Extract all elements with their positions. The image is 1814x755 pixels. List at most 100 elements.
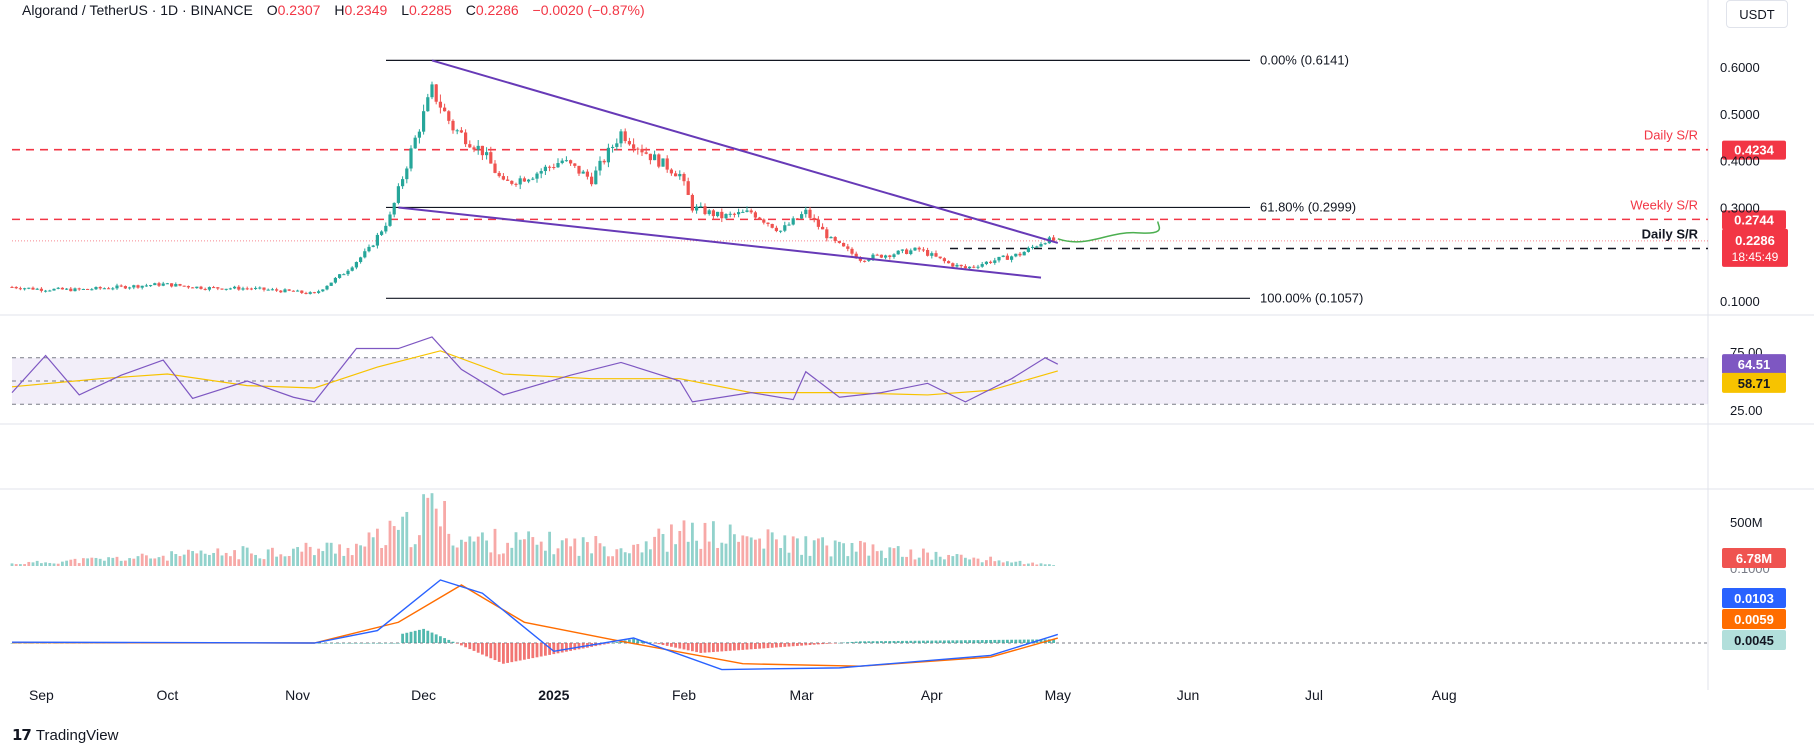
volume-bar [506, 542, 509, 566]
volume-bar [392, 526, 396, 566]
candle-body [1043, 243, 1047, 245]
volume-bar [846, 556, 850, 566]
volume-bar [951, 556, 955, 566]
volume-bar [86, 558, 89, 566]
candle-body [594, 170, 598, 185]
volume-bar [124, 560, 127, 566]
candle-body [27, 287, 31, 289]
candle-body [913, 247, 917, 251]
volume-bar [573, 538, 577, 566]
high-value: 0.2349 [344, 2, 388, 18]
chart-header: Algorand / TetherUS · 1D · BINANCE O0.23… [22, 2, 645, 18]
volume-bar [1010, 562, 1013, 566]
volume-bar [766, 529, 770, 566]
macd-hist-bar [901, 640, 904, 643]
volume-bar [157, 557, 161, 566]
candle-body [401, 179, 405, 187]
candle-body [1031, 246, 1035, 248]
candle-body [426, 97, 430, 112]
volume-bar [14, 564, 18, 566]
candle-body [480, 145, 484, 156]
volume-bar [397, 529, 400, 566]
macd-hist-bar [615, 642, 619, 643]
macd-hist-bar [380, 643, 383, 644]
macd-hist-bar [556, 643, 560, 654]
volume-bar [338, 544, 341, 566]
last-price-badge [1722, 228, 1788, 267]
volume-bar [955, 554, 959, 566]
candle-body [653, 154, 657, 161]
volume-bar [401, 516, 404, 566]
volume-bar [657, 528, 661, 566]
candle-body [182, 285, 186, 287]
tradingview-logo[interactable]: 𝟭𝟳 TradingView [12, 726, 118, 745]
volume-bar [510, 547, 514, 566]
volume-bar [653, 536, 656, 566]
currency-button[interactable]: USDT [1726, 0, 1788, 28]
candle-body [73, 288, 77, 292]
candle-body [758, 217, 762, 220]
macd-hist-bar [514, 643, 518, 662]
candle-body [804, 209, 808, 215]
candle-body [707, 210, 711, 215]
macd-hist-bar [1022, 639, 1026, 643]
candle-body [909, 250, 913, 255]
macd-hist-bar [329, 643, 333, 644]
candle-body [678, 173, 682, 177]
candle-body [825, 229, 829, 239]
volume-bar [926, 552, 929, 566]
volume-bar [556, 548, 560, 566]
candle-body [720, 211, 724, 219]
rsi-ma-line [11, 350, 1058, 396]
candle-body [980, 264, 984, 267]
candle-body [443, 107, 447, 112]
volume-bar [65, 560, 68, 566]
candle-body [485, 152, 489, 156]
rsi-ma-badge [1722, 372, 1786, 393]
volume-bar [35, 560, 39, 566]
macd-hist-bar [817, 643, 820, 645]
candle-body [447, 111, 451, 121]
macd-hist-bar [892, 640, 896, 643]
candle-body [132, 285, 136, 288]
macd-hist-bar [611, 642, 614, 644]
volume-bar [409, 547, 413, 566]
candle-body [212, 287, 216, 289]
volume-bar [367, 532, 371, 566]
volume-bar [602, 546, 606, 566]
candle-body [779, 230, 783, 232]
macd-hist-bar [489, 643, 493, 659]
candle-body [128, 287, 132, 289]
volume-bar [1018, 560, 1022, 566]
macd-badge [1722, 630, 1786, 650]
macd-hist-bar [355, 643, 358, 644]
volume-bar [980, 562, 984, 566]
candle-body [522, 178, 526, 182]
candle-body [170, 283, 174, 287]
candle-body [346, 270, 350, 275]
candle-body [157, 283, 161, 286]
candle-body [728, 213, 732, 215]
volume-bar [149, 558, 152, 566]
candle-body [140, 285, 144, 288]
candle-body [451, 120, 455, 131]
volume-bar [23, 564, 26, 566]
candle-body [224, 288, 228, 290]
volume-bar [195, 553, 199, 566]
candle-body [123, 286, 127, 289]
volume-bar [334, 553, 337, 566]
macd-hist-bar [964, 640, 967, 643]
candle-body [233, 286, 237, 289]
volume-bar [161, 555, 165, 566]
candle-body [409, 148, 413, 169]
volume-bar [909, 549, 913, 566]
volume-bar [279, 554, 283, 566]
macd-hist-bar [413, 630, 417, 643]
candle-body [178, 284, 182, 286]
candle-body [1018, 253, 1022, 256]
volume-bar [460, 539, 463, 566]
macd-signal-line [11, 584, 1058, 667]
candle-body [165, 283, 169, 285]
volume-bar [413, 544, 417, 566]
